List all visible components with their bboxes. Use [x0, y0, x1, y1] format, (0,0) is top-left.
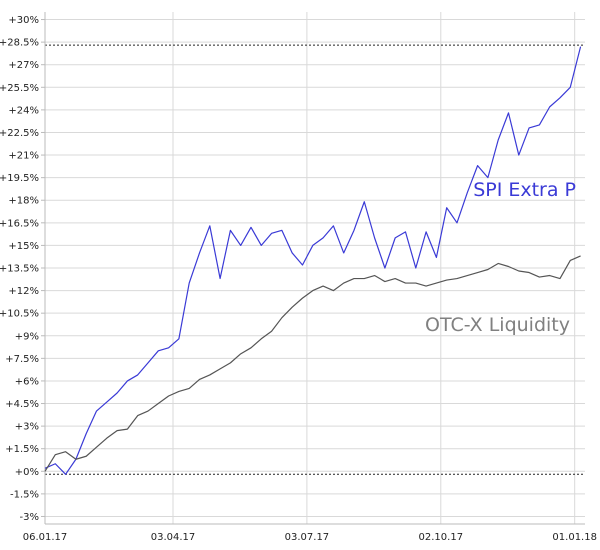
x-tick-label: 01.01.18 — [552, 532, 597, 543]
x-tick-label: 03.04.17 — [151, 532, 196, 543]
y-axis: +30% +28.5% +27% +25.5% +24% +22.5% +21% +19.5%… — [0, 12, 46, 524]
series-label-spi-extra-p: SPI Extra P — [473, 179, 576, 201]
y-tick-label: +22.5% — [0, 128, 39, 139]
y-tick-label: +12% — [8, 286, 39, 297]
y-tick-label: +3% — [15, 422, 39, 433]
series-line-spi-extra-p — [44, 46, 582, 475]
y-tick-label: -3% — [20, 512, 39, 523]
y-tick-label: +25.5% — [0, 83, 39, 94]
y-tick-label: +9% — [15, 331, 39, 342]
y-tick-label: +15% — [8, 241, 39, 252]
y-tick-label: +13.5% — [0, 264, 39, 275]
y-tick-label: +6% — [15, 376, 39, 387]
x-axis: 06.01.17 03.04.17 03.07.17 02.10.17 01.01.18 — [23, 523, 597, 543]
y-tick-label: -1.5% — [10, 489, 39, 500]
y-tick-label: +1.5% — [5, 444, 39, 455]
y-tick-label: +7.5% — [5, 354, 39, 365]
x-tick-label: 03.07.17 — [285, 532, 330, 543]
y-tick-label: +28.5% — [0, 38, 39, 49]
y-tick-label: +19.5% — [0, 173, 39, 184]
y-tick-label: +30% — [8, 15, 39, 26]
series-label-otc-x-liquidity: OTC-X Liquidity — [425, 314, 570, 336]
y-tick-label: +10.5% — [0, 309, 39, 320]
x-tick-label: 06.01.17 — [23, 532, 68, 543]
reference-lines — [45, 44, 585, 475]
y-tick-label: +21% — [8, 151, 39, 162]
y-tick-label: +24% — [8, 105, 39, 116]
y-tick-label: +18% — [8, 196, 39, 207]
y-tick-label: +4.5% — [5, 399, 39, 410]
y-tick-label: +27% — [8, 60, 39, 71]
y-tick-label: +0% — [15, 467, 39, 478]
series-line-otc-x-liquidity — [44, 255, 581, 472]
x-tick-label: 02.10.17 — [419, 532, 464, 543]
series-group — [44, 46, 582, 475]
y-tick-label: +16.5% — [0, 218, 39, 229]
y-gridlines — [45, 19, 585, 517]
